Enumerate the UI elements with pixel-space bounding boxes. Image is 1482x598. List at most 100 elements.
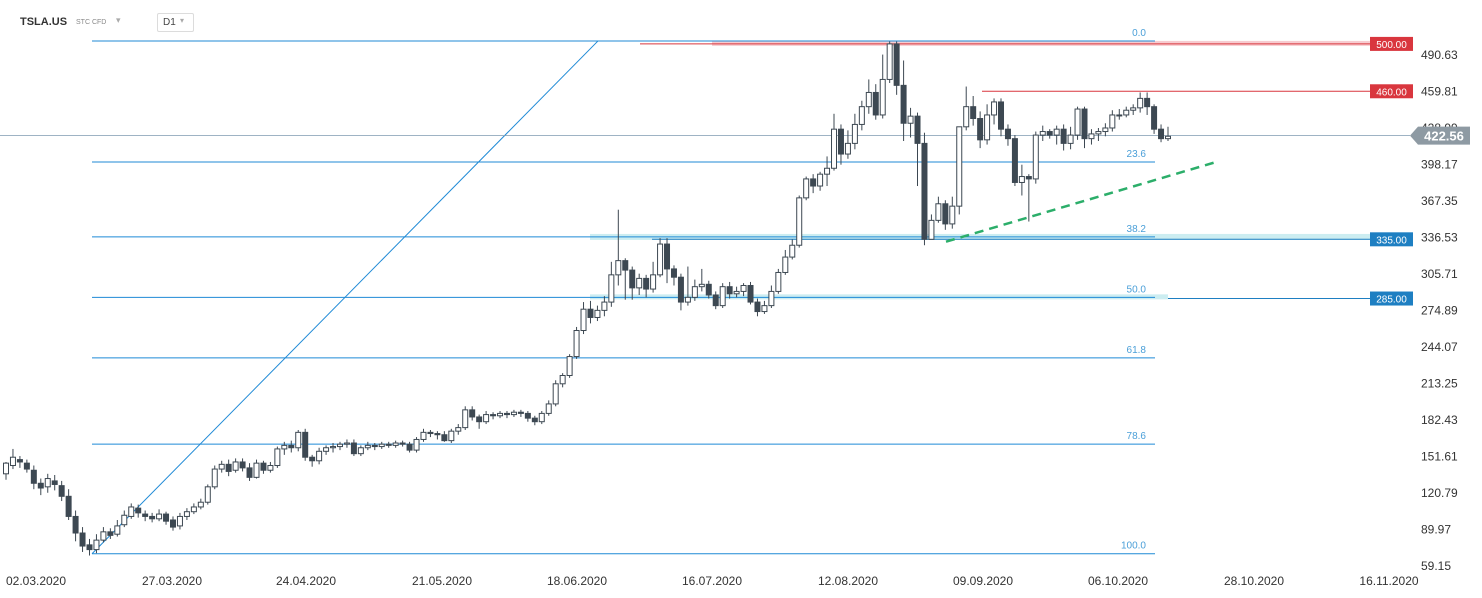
candle-body [900, 84, 907, 124]
candle-body [1165, 135, 1171, 140]
candle-body [935, 203, 942, 221]
candle-body [1025, 176, 1032, 180]
candle-body [190, 506, 197, 513]
candle-body [274, 448, 281, 467]
candle-body [490, 414, 497, 417]
candle-body [204, 486, 211, 503]
candle-body [72, 515, 79, 534]
candle-body [1039, 131, 1046, 136]
fib-level-label: 38.2 [1127, 224, 1147, 235]
candle-body [1144, 97, 1151, 108]
candle-body [476, 416, 483, 423]
candle-body [1011, 138, 1018, 183]
candle-body [636, 277, 643, 289]
x-tick-label: 02.03.2020 [6, 574, 66, 588]
x-tick-label: 28.10.2020 [1224, 574, 1284, 588]
candle-body [1116, 114, 1123, 117]
candle-body [79, 532, 86, 547]
candle-body [336, 443, 343, 448]
chevron-down-icon: ▾ [180, 16, 185, 25]
candle-body [796, 197, 803, 246]
candle-body [1074, 108, 1081, 136]
candle-body [288, 444, 295, 449]
candle-body [977, 118, 984, 141]
candle-body [343, 442, 350, 445]
candle-body [169, 519, 176, 528]
candle-body [594, 309, 601, 318]
candle-body [399, 442, 406, 445]
candle-body [782, 256, 789, 273]
candle-body [1018, 176, 1025, 183]
candle-body [1123, 109, 1130, 116]
candle-body [566, 356, 573, 377]
candle-body [107, 531, 114, 536]
candle-body [559, 375, 566, 385]
candle-body [44, 478, 51, 488]
candle-body [817, 173, 824, 187]
candle-body [1088, 133, 1095, 140]
candle-body [246, 467, 253, 478]
candle-body [747, 284, 754, 303]
candle-body [643, 277, 650, 290]
candle-body [3, 462, 9, 475]
y-tick-label: 398.17 [1421, 158, 1458, 172]
candle-body [942, 203, 949, 225]
x-tick-label: 16.11.2020 [1359, 574, 1418, 588]
fib-level-label: 78.6 [1127, 431, 1147, 442]
last-price-tag [1410, 126, 1470, 145]
level-tag-text: 335.00 [1376, 235, 1407, 246]
candle-body [163, 513, 170, 522]
candle-body [789, 244, 796, 258]
candle-body [9, 456, 16, 467]
candle-body [991, 101, 998, 116]
candle-body [197, 501, 204, 508]
last-price-label: 422.56 [1424, 129, 1464, 144]
candle-body [615, 260, 622, 276]
candle-body [1053, 128, 1060, 136]
candle-body [650, 274, 657, 290]
candle-body [330, 446, 337, 449]
candle-body [441, 434, 448, 442]
candle-body [517, 411, 524, 414]
fib-level-label: 61.8 [1127, 345, 1147, 356]
candle-body [754, 301, 761, 313]
candle-body [552, 383, 559, 405]
candle-body [100, 531, 107, 541]
candle-body [587, 308, 594, 318]
candle-body [114, 525, 121, 535]
candle-body [705, 283, 712, 296]
candle-body [1102, 127, 1109, 133]
y-tick-label: 305.71 [1421, 267, 1458, 281]
y-tick-label: 151.61 [1421, 450, 1458, 464]
candle-body [434, 433, 441, 436]
candle-body [984, 114, 991, 141]
candle-body [378, 443, 385, 448]
candle-body [16, 459, 23, 463]
candle-body [601, 301, 608, 311]
candle-body [573, 330, 580, 358]
candle-body [260, 462, 267, 471]
y-tick-label: 213.25 [1421, 377, 1458, 391]
candle-body [914, 115, 921, 144]
candle-body [371, 444, 378, 448]
candle-body [970, 106, 977, 120]
fib-level-label: 0.0 [1132, 28, 1146, 39]
candle-body [1046, 131, 1053, 136]
candle-body [768, 290, 775, 307]
timeframe-label: D1 [163, 17, 176, 28]
candle-body [670, 268, 677, 278]
symbol-dropdown-icon[interactable]: ▾ [116, 15, 121, 25]
candle-body [761, 305, 768, 313]
candle-body [497, 412, 504, 417]
timeframe-selector[interactable]: D1 ▾ [157, 13, 194, 32]
y-tick-label: 120.79 [1421, 486, 1458, 500]
candle-body [844, 142, 851, 155]
candle-body [803, 178, 810, 199]
y-tick-label: 182.43 [1421, 413, 1458, 427]
candle-body [350, 442, 357, 455]
candle-body [1032, 134, 1039, 180]
level-tag-335.00 [1370, 232, 1413, 247]
candle-body [893, 43, 900, 86]
candle-body [956, 126, 963, 207]
